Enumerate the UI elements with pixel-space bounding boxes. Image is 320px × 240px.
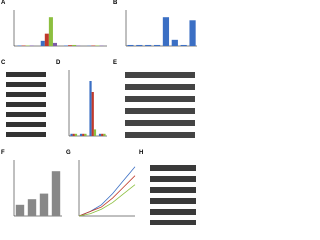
bar	[52, 42, 58, 46]
bar	[72, 133, 75, 136]
bar	[153, 44, 161, 46]
bar	[89, 81, 92, 136]
bar	[27, 199, 37, 216]
bar	[76, 45, 81, 46]
panel-label: D	[56, 60, 61, 66]
bar	[72, 44, 77, 46]
figure: A B C D E F G H	[1, 0, 197, 225]
panel-label: H	[139, 150, 143, 156]
blot-c	[6, 72, 46, 137]
bar	[74, 133, 78, 136]
bar	[101, 133, 104, 136]
bar	[21, 45, 26, 46]
bar	[103, 133, 106, 136]
bar	[189, 20, 196, 46]
panel-label: B	[113, 0, 118, 6]
blot-e	[125, 72, 195, 138]
bar	[127, 44, 134, 46]
bar	[40, 40, 45, 46]
bar	[17, 45, 22, 46]
bar	[93, 129, 97, 136]
bar	[39, 193, 49, 216]
bar	[79, 133, 83, 136]
panel-label: E	[113, 60, 117, 66]
bar	[136, 44, 143, 46]
bar	[95, 45, 100, 46]
bar	[171, 39, 178, 46]
bar	[44, 33, 49, 46]
bar	[25, 45, 30, 46]
panel-label: F	[1, 150, 5, 156]
panel-label: A	[1, 0, 6, 6]
bar	[15, 204, 25, 216]
bar	[70, 133, 73, 136]
line	[78, 184, 136, 217]
bar	[51, 171, 61, 216]
bar	[180, 44, 187, 46]
bar	[63, 45, 69, 46]
panel-label: C	[1, 60, 6, 66]
bar	[98, 133, 102, 136]
bar	[68, 45, 73, 46]
bar	[84, 133, 87, 136]
bar	[91, 45, 96, 46]
bar	[29, 45, 34, 46]
bar	[82, 133, 85, 136]
panel-label: G	[66, 150, 71, 156]
blot-h	[150, 165, 196, 225]
bar	[48, 17, 53, 46]
bar	[162, 17, 170, 46]
bar	[91, 92, 94, 136]
bar	[145, 44, 152, 46]
line	[78, 175, 136, 217]
